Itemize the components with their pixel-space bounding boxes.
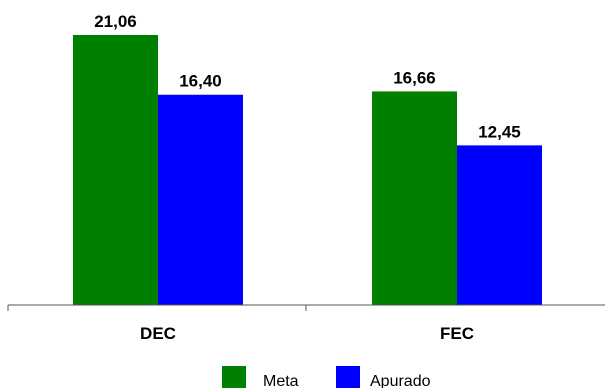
data-label-meta-fec: 16,66 [393, 68, 436, 87]
data-label-meta-dec: 21,06 [94, 12, 137, 31]
data-label-apurado-fec: 12,45 [478, 122, 521, 141]
category-label-dec: DEC [140, 324, 176, 343]
value-labels-group: 21,06 16,40 16,66 12,45 [94, 12, 521, 141]
category-label-fec: FEC [440, 324, 474, 343]
legend-label-meta: Meta [263, 373, 299, 388]
legend: Meta Apurado [222, 366, 431, 388]
bar-apurado-dec [158, 94, 243, 305]
category-labels-group: DEC FEC [140, 324, 474, 343]
bar-meta-dec [73, 35, 158, 305]
legend-label-apurado: Apurado [370, 373, 431, 388]
bars-group [73, 35, 542, 306]
legend-swatch-meta [222, 366, 246, 388]
data-label-apurado-dec: 16,40 [179, 72, 222, 91]
bar-apurado-fec [457, 145, 542, 305]
bar-meta-fec [372, 91, 457, 306]
legend-swatch-apurado [336, 366, 360, 388]
